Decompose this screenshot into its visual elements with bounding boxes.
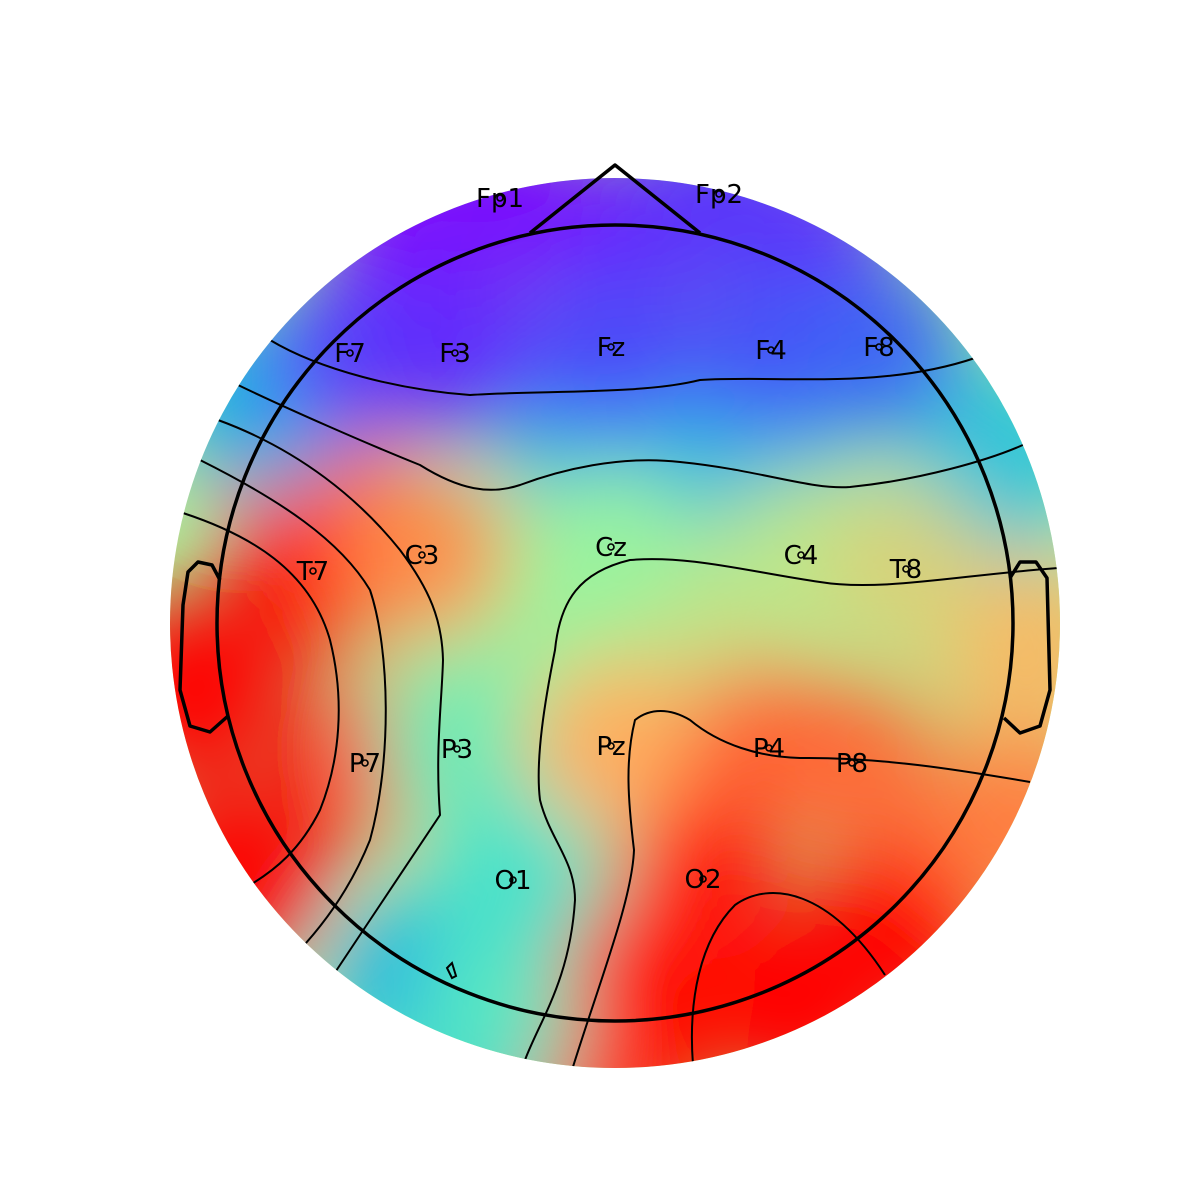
electrode-label: Pz	[596, 732, 625, 762]
electrode-dot	[765, 744, 773, 752]
electrode-label: P8	[836, 749, 868, 779]
electrode-fp1: Fp1	[476, 184, 524, 214]
contour-line-frontal-1	[269, 339, 976, 397]
electrode-label: T7	[296, 557, 329, 587]
nose-outline	[528, 163, 702, 235]
electrode-dot	[797, 551, 805, 559]
electrode-label: Fz	[597, 333, 626, 363]
electrode-label: Fp1	[476, 184, 524, 214]
electrode-dot	[453, 745, 461, 753]
contour-line-left-3	[182, 512, 340, 886]
color-field	[170, 178, 1060, 1068]
field-blob-t8	[821, 484, 991, 654]
electrode-label: T8	[889, 555, 922, 585]
electrode-dot	[607, 543, 615, 551]
electrode-label: F4	[755, 336, 787, 366]
contour-line-occipital-right	[690, 892, 886, 1066]
electrode-dot	[902, 565, 910, 573]
electrode-dot	[309, 567, 317, 575]
electrode-label: F3	[439, 339, 471, 369]
field-blob-1	[170, 785, 325, 975]
field-blob-p8	[767, 678, 937, 848]
electrode-dot	[607, 742, 615, 750]
electrode-dot	[607, 343, 615, 351]
head-circle	[215, 223, 1015, 1023]
electrode-t7: T7	[296, 557, 329, 587]
contour-line-left-2	[199, 459, 387, 961]
field-blob-f3	[370, 268, 540, 438]
field-blob-o2	[618, 794, 788, 964]
head-outline	[178, 163, 1052, 1023]
electrode-label: F7	[334, 339, 366, 369]
field-blob-fz	[526, 262, 696, 432]
electrode-fz: Fz	[597, 333, 626, 363]
field-blobs	[170, 178, 1060, 1068]
electrode-f4: F4	[755, 336, 787, 366]
contour-line-small-island	[445, 961, 458, 980]
electrode-label: F8	[863, 333, 895, 363]
electrode-label: C3	[405, 541, 440, 571]
electrode-dot	[699, 875, 707, 883]
electrode-o2: O2	[684, 865, 721, 895]
electrode-p7: P7	[349, 749, 381, 779]
left-ear-outline	[178, 560, 230, 734]
electrode-dot	[875, 343, 883, 351]
electrode-label: Cz	[595, 533, 627, 563]
electrode-label: P3	[441, 735, 473, 765]
contour-line-left-1	[217, 419, 445, 981]
field-blob-p3	[372, 664, 542, 834]
electrode-c3: C3	[405, 541, 440, 571]
electrode-dot	[848, 759, 856, 767]
electrode-dot	[451, 349, 459, 357]
electrode-pz: Pz	[596, 732, 625, 762]
contour-line-center-2	[571, 710, 1031, 1068]
electrode-fp2: Fp2	[695, 180, 743, 210]
electrode-label: P7	[349, 749, 381, 779]
field-blob-f8	[794, 262, 964, 432]
electrode-dot	[418, 551, 426, 559]
field-blob-0	[170, 595, 285, 785]
contour-line-frontal-2	[237, 384, 1026, 491]
electrode-o1: O1	[494, 866, 531, 896]
electrodes: Fp1 Fp2 F7 F3 Fz F4 F8 T7 C3 Cz C4 T8 P7 P3 Pz P4 P8 O1 O2	[296, 180, 922, 896]
contour-line-center-1	[524, 558, 1059, 1061]
field-blob-9	[925, 725, 1060, 915]
electrode-p8: P8	[836, 749, 868, 779]
field-blob-fp1	[415, 178, 585, 283]
electrode-label: C4	[784, 541, 819, 571]
electrode-f3: F3	[439, 339, 471, 369]
field-blob-pz	[526, 661, 696, 831]
field-blob-c3	[337, 470, 507, 640]
contour-lines	[182, 339, 1059, 1068]
electrode-f8: F8	[863, 333, 895, 363]
electrode-c4: C4	[784, 541, 819, 571]
electrode-label: O1	[494, 866, 531, 896]
electrode-p3: P3	[441, 735, 473, 765]
electrode-f7: F7	[334, 339, 366, 369]
electrode-dot	[767, 346, 775, 354]
right-ear-outline	[1002, 560, 1052, 735]
electrode-dot	[346, 349, 354, 357]
electrode-dot	[509, 876, 517, 884]
electrode-dot	[361, 759, 369, 767]
electrode-label: Fp2	[695, 180, 743, 210]
electrode-label: P4	[753, 734, 785, 764]
electrode-p4: P4	[753, 734, 785, 764]
field-blob-fp2	[634, 178, 804, 279]
electrode-dot	[715, 190, 723, 198]
electrode-dot	[496, 194, 504, 202]
electrode-label: O2	[684, 865, 721, 895]
field-blob-cz	[526, 462, 696, 632]
electrode-t8: T8	[889, 555, 922, 585]
electrode-cz: Cz	[595, 533, 627, 563]
